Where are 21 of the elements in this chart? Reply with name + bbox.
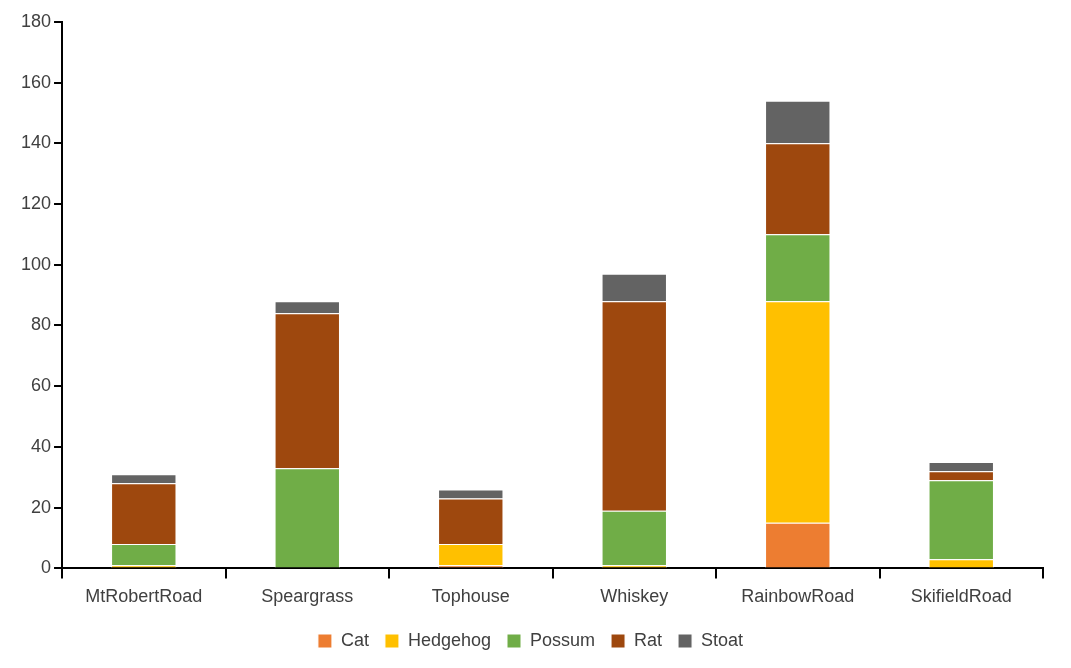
x-tick-label: Speargrass — [261, 586, 354, 607]
legend-label: Possum — [530, 629, 596, 650]
y-tick-label: 140 — [20, 132, 52, 153]
legend-label: Cat — [340, 629, 369, 650]
x-tick-label: RainbowRoad — [741, 586, 855, 607]
legend-label: Stoat — [701, 629, 744, 650]
y-tick-label: 100 — [20, 253, 52, 274]
x-tick-label: MtRobertRoad — [85, 586, 203, 607]
x-tick-label: Whiskey — [600, 586, 669, 607]
y-tick-label: 180 — [20, 10, 52, 31]
y-tick-label: 60 — [31, 375, 52, 396]
legend-label: Hedgehog — [407, 629, 492, 650]
y-tick-label: 160 — [20, 71, 52, 92]
y-tick-label: 40 — [31, 435, 52, 456]
x-tick-label: Tophouse — [431, 586, 510, 607]
x-tick-label: SkifieldRoad — [910, 586, 1012, 607]
y-tick-label: 0 — [41, 557, 52, 578]
y-tick-label: 20 — [31, 496, 52, 517]
legend-label: Rat — [634, 629, 663, 650]
y-tick-label: 80 — [31, 314, 52, 335]
y-tick-label: 120 — [20, 192, 52, 213]
